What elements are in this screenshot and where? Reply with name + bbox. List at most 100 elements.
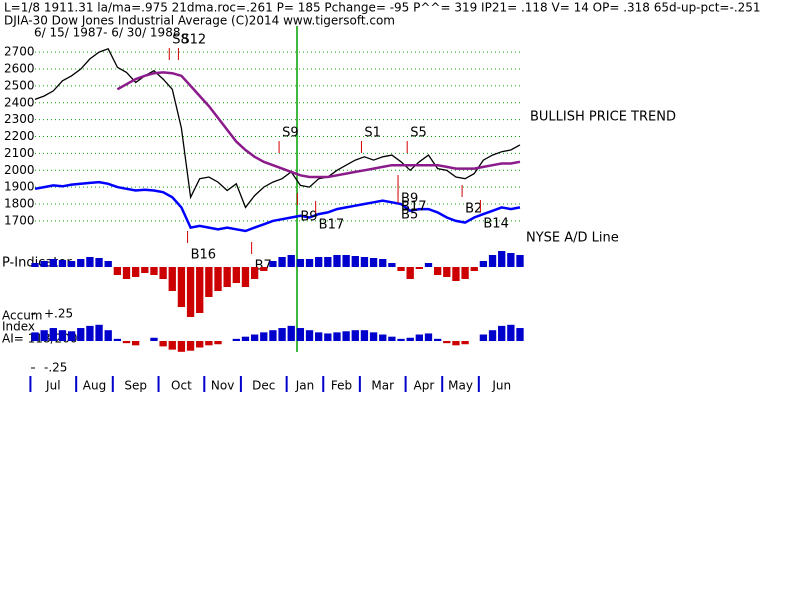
p-indicator-bar [104, 261, 112, 267]
accum-bar [488, 330, 497, 341]
x-tick-label: Nov [211, 379, 234, 393]
p-indicator-bar [214, 267, 222, 291]
y-tick-label: 2700 [4, 45, 35, 59]
accum-bar [452, 341, 460, 346]
y-tick-label: 2100 [4, 146, 35, 160]
p-indicator-bar [369, 258, 378, 267]
accum-bar [132, 341, 140, 346]
p-indicator-bar [333, 255, 341, 267]
header-line: 6/ 15/ 1987- 6/ 30/ 1988 [34, 26, 180, 40]
accum-bar [150, 337, 158, 341]
p-indicator-bar [67, 261, 76, 267]
accum-bar [479, 334, 488, 341]
y-tick-label: 2600 [4, 62, 35, 76]
p-indicator-bar [232, 267, 240, 283]
accum-bar [379, 334, 387, 341]
p-indicator-bar [315, 257, 323, 267]
p-indicator-bar [507, 253, 515, 267]
p-indicator-bar [122, 267, 131, 279]
y-tick-label: 2300 [4, 112, 35, 126]
p-indicator-bar [150, 267, 158, 275]
p-indicator-bar [516, 255, 524, 267]
y-tick-label: 2500 [4, 78, 35, 92]
accum-bar [324, 333, 332, 341]
p-indicator-bar [388, 263, 396, 267]
accum-bar [397, 338, 405, 341]
series-line [34, 180, 521, 233]
x-tick-label: Apr [414, 379, 435, 393]
y-tick-label: 1900 [4, 180, 35, 194]
accum-bar [516, 328, 524, 341]
accum-bar [177, 341, 186, 352]
accum-bar [315, 332, 323, 341]
p-indicator-bar [305, 259, 314, 267]
accum-bar [95, 324, 103, 341]
p-indicator-bar [470, 267, 478, 271]
accum-bar [342, 331, 350, 341]
signal-label: B9 [300, 210, 317, 225]
p-indicator-bar [452, 267, 460, 281]
accum-bar [424, 333, 433, 341]
accum-bar [77, 328, 85, 341]
p-indicator-bar [379, 259, 387, 267]
header-line: L=1/8 1911.31 la/ma=.975 21dma.roc=.261 … [4, 1, 761, 15]
p-indicator-bar [479, 261, 488, 267]
accum-bar [305, 330, 314, 341]
x-tick-label: Mar [371, 379, 394, 393]
p-indicator-bar [269, 261, 277, 267]
p-indicator-bar [433, 267, 442, 275]
p-indicator-bar [488, 255, 497, 267]
p-indicator-bar [498, 251, 506, 267]
signal-label: S5 [410, 126, 427, 141]
accum-bar [250, 334, 259, 341]
signal-label: B14 [483, 217, 508, 232]
p-indicator-bar [223, 267, 231, 287]
y-tick-label: 2000 [4, 163, 35, 177]
accum-bar [269, 330, 277, 341]
series-line [116, 71, 521, 179]
p-indicator-bar [424, 263, 433, 267]
accum-bar [461, 341, 469, 345]
accum-bar [232, 338, 240, 341]
accum-label: Index [2, 320, 35, 334]
x-tick-label: Jan [295, 379, 315, 393]
p-indicator-bar [406, 267, 414, 279]
accum-label: Accum [2, 309, 43, 323]
accum-bar [31, 332, 39, 341]
p-indicator-bar [159, 267, 167, 279]
accum-bar [333, 332, 341, 341]
p-indicator-bar [95, 258, 103, 267]
p-indicator-bar [86, 257, 94, 267]
p-indicator-bar [342, 255, 350, 267]
p-indicator-bar [324, 257, 332, 267]
x-tick-label: Feb [331, 379, 352, 393]
header-line: DJIA-30 Dow Jones Industrial Average (C)… [4, 14, 395, 28]
signal-label: S1 [364, 126, 381, 141]
trend-label: BULLISH PRICE TREND [530, 110, 676, 125]
signal-label: B2 [465, 202, 482, 217]
accum-bar [122, 341, 131, 344]
accum-bar [296, 328, 305, 341]
y-tick-label: 2200 [4, 129, 35, 143]
p-indicator-bar [205, 267, 213, 297]
accum-bar [498, 325, 506, 341]
p-indicator-bar [461, 267, 469, 279]
accum-bar [360, 330, 369, 341]
accum-bar [67, 331, 76, 341]
accum-bar [278, 328, 286, 341]
accum-bar [214, 341, 222, 345]
p-indicator-bar [77, 259, 85, 267]
p-indicator-bar [141, 267, 149, 273]
p-indicator-bar [397, 267, 405, 271]
series-label: NYSE A/D Line [526, 231, 619, 246]
accum-bar [351, 330, 359, 341]
signal-label: S9 [282, 126, 299, 141]
accum-bar [507, 324, 515, 341]
p-indicator-bar [241, 267, 250, 287]
accum-bar [406, 337, 414, 341]
accum-bar [241, 336, 250, 341]
accum-bar [49, 328, 57, 341]
accum-bar [388, 336, 396, 341]
signal-label: B17 [401, 200, 426, 215]
